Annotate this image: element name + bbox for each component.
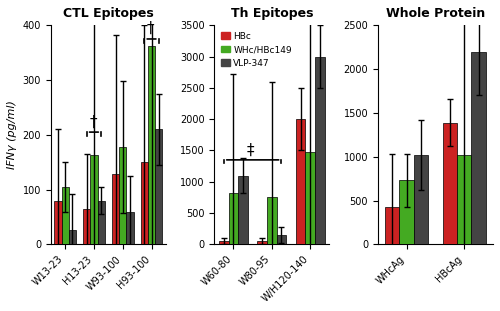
Bar <box>306 152 315 244</box>
Bar <box>119 147 126 244</box>
Bar <box>126 211 134 244</box>
Title: Whole Protein: Whole Protein <box>386 7 485 20</box>
Bar <box>267 197 276 244</box>
Bar <box>442 123 457 244</box>
Bar <box>98 201 104 244</box>
Bar <box>62 187 68 244</box>
Bar <box>228 193 238 244</box>
Bar <box>258 241 267 244</box>
Bar <box>414 155 428 244</box>
Bar <box>148 46 155 244</box>
Text: †: † <box>147 21 154 36</box>
Bar <box>400 180 414 244</box>
Bar <box>140 162 148 244</box>
Y-axis label: IFNγ (pg/ml): IFNγ (pg/ml) <box>7 100 17 169</box>
Title: Th Epitopes: Th Epitopes <box>230 7 313 20</box>
Bar <box>83 209 90 244</box>
Bar <box>68 230 76 244</box>
Text: ‡: ‡ <box>247 143 254 158</box>
Bar <box>296 119 306 244</box>
Bar <box>457 155 471 244</box>
Bar <box>238 175 248 244</box>
Bar <box>219 241 228 244</box>
Bar <box>315 57 324 244</box>
Bar <box>276 235 286 244</box>
Bar <box>155 129 162 244</box>
Legend: HBc, WHc/HBc149, VLP-347: HBc, WHc/HBc149, VLP-347 <box>219 30 294 69</box>
Bar <box>385 207 400 244</box>
Bar <box>112 174 119 244</box>
Text: †: † <box>90 114 97 129</box>
Title: CTL Epitopes: CTL Epitopes <box>63 7 154 20</box>
Bar <box>54 201 62 244</box>
Bar <box>90 155 98 244</box>
Bar <box>472 52 486 244</box>
